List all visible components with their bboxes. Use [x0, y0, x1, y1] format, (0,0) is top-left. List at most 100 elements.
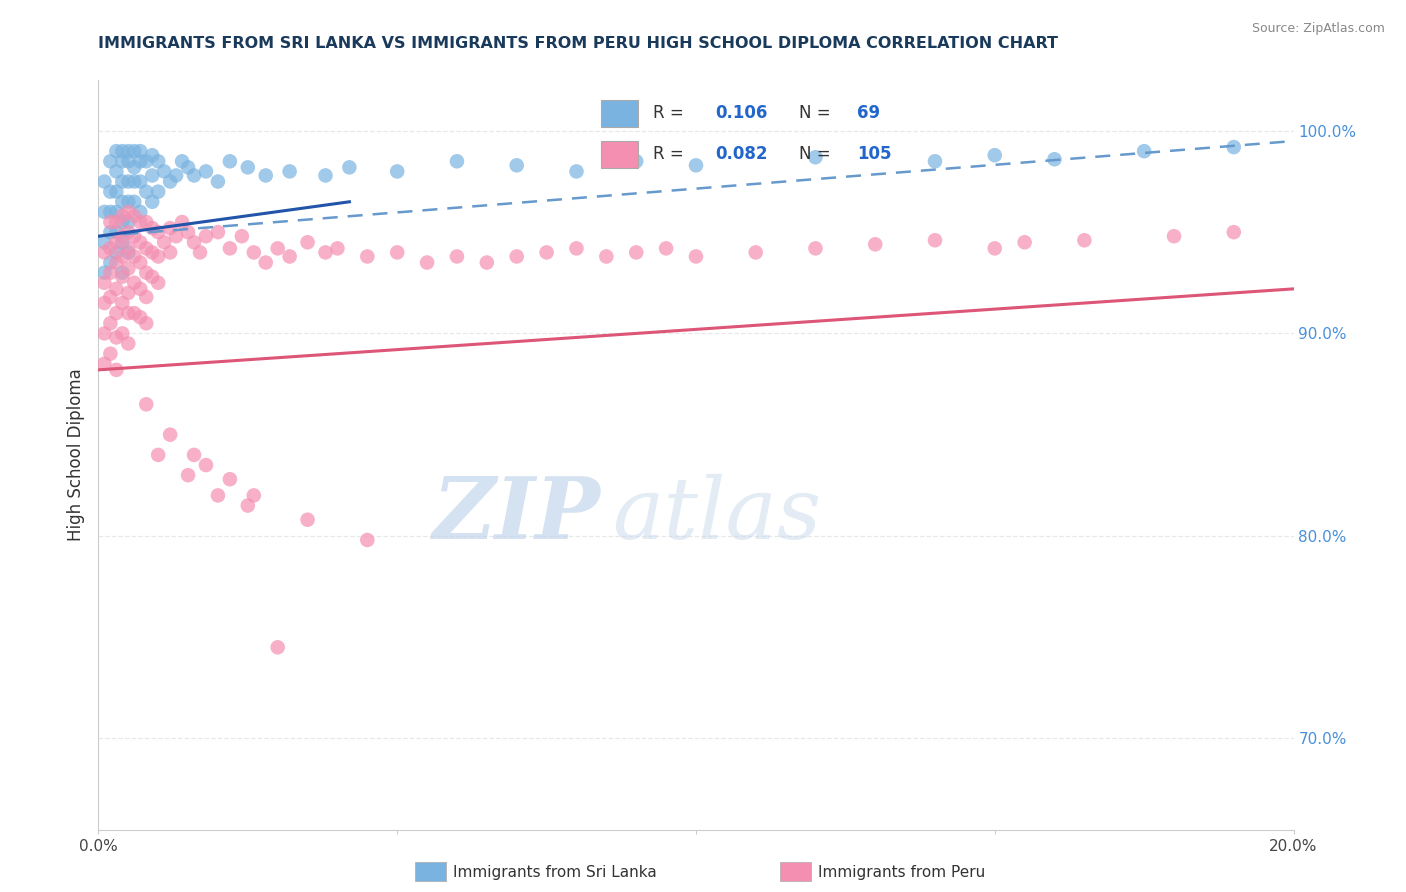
FancyBboxPatch shape [602, 141, 638, 168]
Point [1223, 140, 1246, 154]
Point [141, 169, 163, 183]
Point [93, 296, 115, 310]
Point [105, 245, 128, 260]
Text: Immigrants from Sri Lanka: Immigrants from Sri Lanka [453, 865, 657, 880]
Point [297, 235, 319, 250]
Point [506, 158, 529, 172]
Point [595, 250, 617, 264]
Point [117, 215, 139, 229]
Point [124, 306, 146, 320]
Point [326, 241, 349, 255]
Point [1073, 233, 1095, 247]
Point [254, 255, 277, 269]
Point [93, 205, 115, 219]
Point [219, 241, 242, 255]
Point [177, 468, 200, 483]
Point [385, 245, 409, 260]
Point [93, 276, 115, 290]
Point [111, 154, 134, 169]
Point [93, 235, 115, 250]
Point [93, 266, 115, 280]
Point [111, 144, 134, 158]
Point [117, 285, 139, 300]
Point [124, 276, 146, 290]
Point [135, 397, 157, 411]
Point [267, 640, 290, 655]
Text: N =: N = [799, 104, 835, 122]
Point [129, 215, 152, 229]
Point [219, 154, 242, 169]
Point [98, 316, 122, 330]
Point [129, 175, 152, 189]
Point [105, 330, 128, 344]
Point [416, 255, 439, 269]
Point [236, 499, 259, 513]
Point [135, 316, 157, 330]
Point [105, 144, 128, 158]
Point [111, 229, 134, 244]
Point [111, 235, 134, 250]
Point [135, 290, 157, 304]
Point [207, 488, 229, 502]
Point [315, 245, 337, 260]
Point [153, 164, 176, 178]
Point [117, 336, 139, 351]
Point [105, 164, 128, 178]
Point [165, 229, 187, 244]
Point [135, 154, 157, 169]
Text: 0.082: 0.082 [714, 145, 768, 163]
Point [183, 169, 205, 183]
Point [111, 175, 134, 189]
Point [105, 235, 128, 250]
Point [129, 235, 152, 250]
Point [124, 250, 146, 264]
Point [1223, 225, 1246, 239]
Point [93, 175, 115, 189]
Point [159, 221, 181, 235]
Point [475, 255, 498, 269]
Point [385, 164, 409, 178]
Point [159, 427, 181, 442]
Text: Source: ZipAtlas.com: Source: ZipAtlas.com [1251, 22, 1385, 36]
Text: 105: 105 [858, 145, 891, 163]
Point [339, 161, 361, 175]
Point [98, 266, 122, 280]
Point [141, 269, 163, 284]
Text: N =: N = [799, 145, 835, 163]
Point [153, 235, 176, 250]
Point [93, 326, 115, 341]
Point [446, 154, 468, 169]
Point [117, 194, 139, 209]
Point [148, 225, 170, 239]
Point [626, 154, 648, 169]
Point [1014, 235, 1036, 250]
Point [183, 448, 205, 462]
Point [111, 209, 134, 223]
Text: IMMIGRANTS FROM SRI LANKA VS IMMIGRANTS FROM PERU HIGH SCHOOL DIPLOMA CORRELATIO: IMMIGRANTS FROM SRI LANKA VS IMMIGRANTS … [98, 36, 1059, 51]
Point [93, 357, 115, 371]
Point [267, 241, 290, 255]
Point [315, 169, 337, 183]
Point [117, 154, 139, 169]
Point [165, 169, 187, 183]
Point [111, 250, 134, 264]
Point [98, 185, 122, 199]
Point [117, 175, 139, 189]
Point [129, 144, 152, 158]
Point [148, 276, 170, 290]
Point [236, 161, 259, 175]
Point [129, 205, 152, 219]
Point [984, 148, 1007, 162]
Point [655, 241, 678, 255]
Point [141, 148, 163, 162]
Point [356, 250, 378, 264]
Point [98, 241, 122, 255]
Point [98, 290, 122, 304]
Point [804, 150, 827, 164]
Text: atlas: atlas [613, 474, 821, 557]
Point [207, 225, 229, 239]
Point [105, 306, 128, 320]
Point [148, 154, 170, 169]
Point [105, 255, 128, 269]
Text: R =: R = [652, 104, 689, 122]
